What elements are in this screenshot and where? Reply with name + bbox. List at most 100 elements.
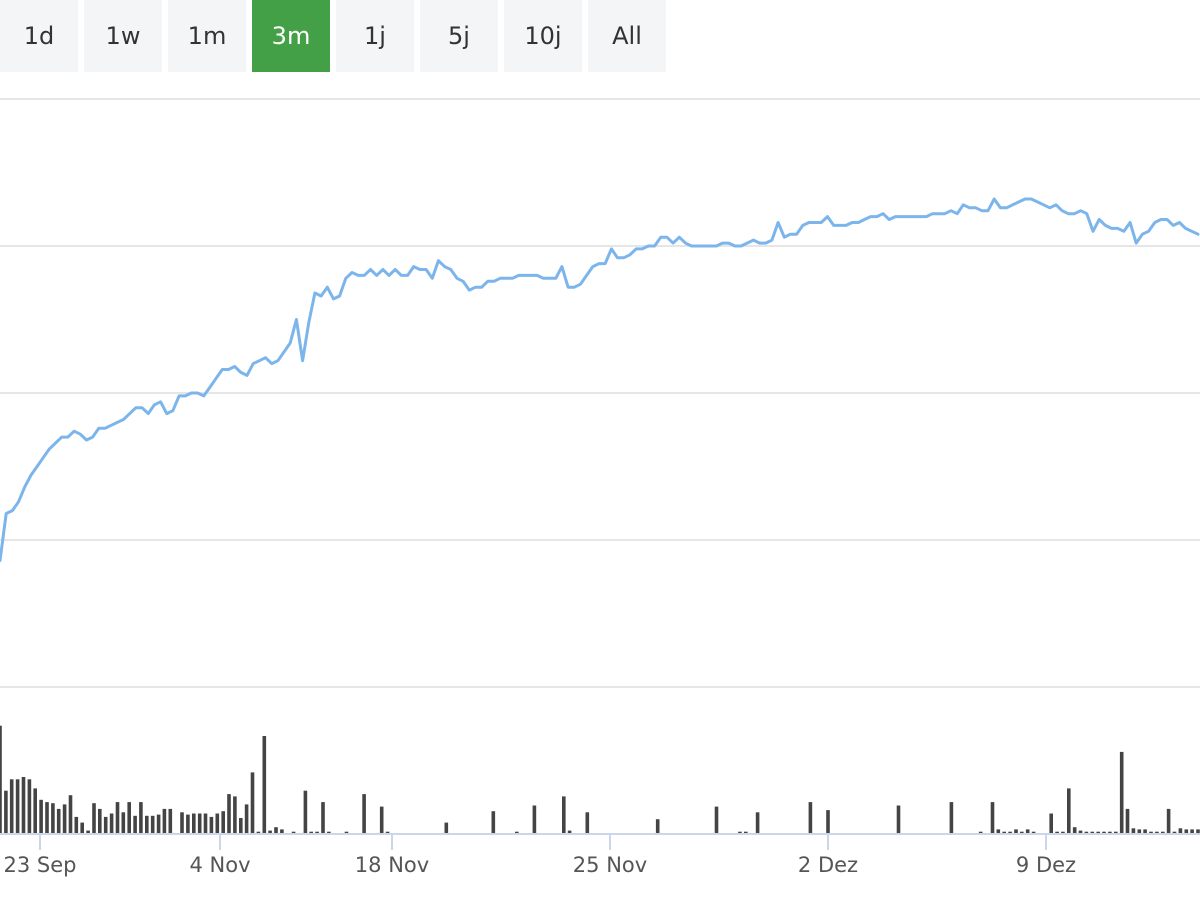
- volume-bar: [362, 794, 366, 834]
- volume-bar: [203, 813, 208, 834]
- volume-bar: [15, 779, 20, 834]
- volume-bar: [1102, 831, 1106, 834]
- volume-bar: [209, 816, 214, 834]
- volume-bar: [1178, 828, 1183, 834]
- volume-bar: [1184, 829, 1189, 834]
- volume-bar: [515, 831, 519, 834]
- volume-bar: [1002, 831, 1006, 834]
- volume-bar: [291, 831, 296, 834]
- volume-bar: [1014, 829, 1018, 834]
- volume-bar: [239, 818, 243, 834]
- volume-bar: [150, 815, 155, 834]
- volume-bar: [1131, 828, 1136, 834]
- volume-bar: [274, 827, 278, 834]
- volume-bar: [74, 816, 79, 834]
- volume-bar: [562, 796, 566, 834]
- volume-bar: [180, 812, 184, 834]
- volume-bar: [755, 812, 760, 834]
- volume-bar: [1020, 831, 1024, 834]
- price-series-line: [0, 197, 1200, 563]
- x-axis-ticks: 23 Sep 4 Nov 18 Nov 25 Nov 2 Dez 9 Dez: [4, 834, 1076, 877]
- volume-bar: [714, 806, 719, 834]
- volume-bar: [45, 802, 49, 834]
- range-button-all[interactable]: All: [588, 0, 666, 72]
- volume-bar: [250, 772, 255, 834]
- volume-bar: [215, 813, 220, 834]
- volume-bar: [115, 802, 120, 834]
- range-button-5j[interactable]: 5j: [420, 0, 498, 72]
- volume-bar: [121, 812, 126, 834]
- volume-bar: [344, 831, 349, 834]
- range-selector: 1d 1w 1m 3m 1j 5j 10j All: [0, 0, 672, 72]
- volume-bar: [21, 777, 26, 834]
- volume-bar: [186, 814, 190, 834]
- range-button-1w[interactable]: 1w: [84, 0, 162, 72]
- volume-bar: [1108, 831, 1112, 834]
- volume-bar: [385, 831, 390, 834]
- volume-bar: [655, 819, 660, 834]
- volume-bar: [1166, 808, 1171, 834]
- volume-bar: [233, 796, 237, 834]
- volume-bar: [491, 811, 496, 834]
- volume-bar: [1137, 829, 1142, 834]
- volume-bar: [92, 803, 96, 834]
- volume-bar: [39, 799, 43, 834]
- volume-bar: [996, 829, 1001, 834]
- volume-bar: [585, 812, 590, 834]
- volume-bar: [256, 831, 261, 834]
- volume-bar: [86, 830, 90, 834]
- volume-bar: [1049, 813, 1053, 834]
- volume-bar: [192, 813, 196, 834]
- volume-bar: [227, 794, 231, 834]
- x-tick-label: 9 Dez: [1016, 853, 1076, 877]
- volume-bar: [379, 806, 384, 834]
- x-tick-label: 23 Sep: [4, 853, 77, 877]
- volume-bar: [156, 814, 161, 834]
- volume-bar: [280, 829, 284, 834]
- volume-bar: [1008, 831, 1012, 834]
- volume-bar: [1096, 831, 1100, 834]
- volume-bar: [896, 805, 901, 834]
- volume-bar: [27, 779, 32, 834]
- volume-bar: [1055, 831, 1059, 834]
- volume-bar: [303, 790, 308, 834]
- range-button-1m[interactable]: 1m: [168, 0, 246, 72]
- volume-bar: [1114, 831, 1118, 834]
- volume-bar: [68, 795, 73, 834]
- volume-bar: [1090, 831, 1095, 834]
- volume-bar: [127, 802, 131, 834]
- volume-bar: [567, 830, 572, 834]
- volume-bar: [1084, 831, 1089, 834]
- volume-bar: [1025, 829, 1030, 834]
- volume-bar: [139, 802, 143, 834]
- x-tick-label: 25 Nov: [573, 853, 647, 877]
- volume-bar: [4, 790, 8, 834]
- volume-bars: [0, 725, 1200, 834]
- volume-bar: [56, 808, 61, 834]
- volume-bar: [197, 813, 202, 834]
- volume-bar: [62, 804, 67, 834]
- volume-bar: [145, 815, 149, 834]
- range-button-1d[interactable]: 1d: [0, 0, 78, 72]
- volume-bar: [51, 803, 55, 834]
- volume-bar: [1072, 827, 1077, 834]
- range-button-3m[interactable]: 3m: [252, 0, 330, 72]
- range-button-1j[interactable]: 1j: [336, 0, 414, 72]
- volume-bar: [1125, 808, 1130, 834]
- volume-bar: [133, 815, 137, 834]
- range-button-10j[interactable]: 10j: [504, 0, 582, 72]
- x-tick-label: 4 Nov: [189, 853, 250, 877]
- volume-bar: [738, 831, 742, 834]
- volume-bar: [1190, 829, 1194, 834]
- volume-bar: [221, 811, 225, 834]
- volume-bar: [949, 802, 954, 834]
- volume-bar: [744, 831, 748, 834]
- grid-lines: [0, 98, 1200, 688]
- volume-bar: [1078, 830, 1083, 834]
- volume-bar: [103, 816, 108, 834]
- volume-bar: [1196, 829, 1200, 834]
- volume-bar: [1119, 751, 1124, 834]
- volume-bar: [1161, 831, 1165, 834]
- volume-bar: [1061, 831, 1065, 834]
